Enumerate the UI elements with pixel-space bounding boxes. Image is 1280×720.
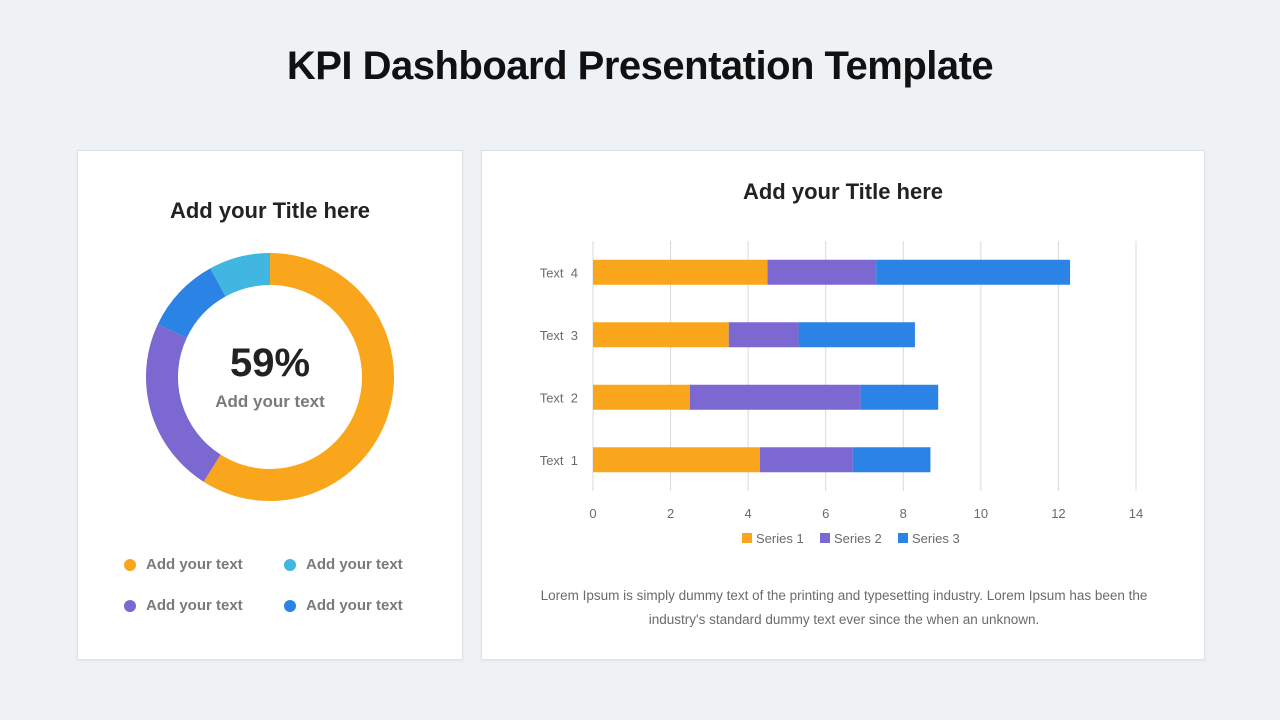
bar-segment <box>860 384 939 410</box>
bar-segment <box>852 447 931 473</box>
legend-dot <box>124 599 136 612</box>
donut-center-value: 59% <box>229 341 311 385</box>
donut-legend-item: Add your text <box>124 597 243 614</box>
card-footnote: Lorem Ipsum is simply dummy text of the … <box>540 588 1148 627</box>
x-tick-label: 14 <box>1129 506 1143 521</box>
x-tick-label: 12 <box>1051 506 1065 521</box>
donut-legend-item: Add your text <box>124 556 243 573</box>
legend-series-label: Series 3 <box>912 531 960 546</box>
legend-swatch <box>820 533 830 543</box>
legend-swatch <box>898 533 908 543</box>
bar-segment <box>767 259 877 285</box>
donut-legend-item: Add your text <box>284 556 403 573</box>
bar-segment <box>759 447 853 473</box>
bar-segment <box>798 322 915 348</box>
legend-dot <box>284 558 296 571</box>
bar-segment <box>593 322 729 348</box>
donut-legend-item: Add your text <box>284 597 403 614</box>
bar-chart-card: Add your Title here 0 2 4 6 8 10 12 14 Text 1 Tex… <box>481 150 1205 660</box>
x-tick-label: 4 <box>745 506 752 521</box>
y-category-label: Text 4 <box>540 265 578 280</box>
y-category-label: Text 1 <box>540 453 578 468</box>
legend-label: Add your text <box>146 556 243 573</box>
y-category-label: Text 2 <box>540 390 578 405</box>
x-tick-label: 6 <box>822 506 829 521</box>
x-tick-label: 2 <box>667 506 674 521</box>
legend-swatch <box>742 533 752 543</box>
legend-label: Add your text <box>146 597 243 614</box>
legend-series-label: Series 1 <box>756 531 804 546</box>
bar-segment <box>593 384 690 410</box>
donut-center-label: Add your text <box>215 392 325 411</box>
legend-label: Add your text <box>306 556 403 573</box>
y-category-label: Text 3 <box>540 328 578 343</box>
x-tick-label: 0 <box>589 506 596 521</box>
legend-dot <box>284 599 296 612</box>
page-title: KPI Dashboard Presentation Template <box>286 44 994 88</box>
donut-chart <box>146 253 394 501</box>
bar-segment <box>593 259 768 285</box>
x-tick-label: 8 <box>900 506 907 521</box>
x-tick-label: 10 <box>974 506 988 521</box>
bar-segment <box>728 322 799 348</box>
bar-segment <box>876 259 1071 285</box>
donut-card-title: Add your Title here <box>169 198 371 223</box>
legend-series-label: Series 2 <box>834 531 882 546</box>
legend-label: Add your text <box>306 597 403 614</box>
bar-card-title: Add your Title here <box>742 179 944 204</box>
bar-segment <box>689 384 861 410</box>
bar-segment <box>593 447 760 473</box>
donut-slice <box>210 253 271 297</box>
donut-slice <box>203 253 394 501</box>
donut-slice <box>157 268 227 339</box>
legend-dot <box>124 558 136 571</box>
donut-chart-card: Add your Title here 59% Add your text Ad… <box>77 150 463 660</box>
stacked-bar-chart: 0 2 4 6 8 10 12 14 Text 1 Text 2 Text 3 Text 4 Serie… <box>540 241 1143 546</box>
donut-slice <box>146 324 222 482</box>
